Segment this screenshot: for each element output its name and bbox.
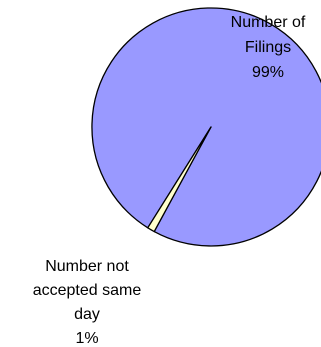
slice-label-not-accepted-line-3: day <box>74 306 100 323</box>
slice-label-not-accepted: Number not accepted same day 1% <box>33 258 142 347</box>
pie-slice-filings <box>91 7 321 247</box>
slice-label-not-accepted-percent: 1% <box>75 330 98 347</box>
slice-label-filings-line-1: Number of <box>231 14 306 31</box>
pie-slice-not-accepted <box>147 126 212 233</box>
slice-label-filings: Number of Filings 99% <box>231 14 306 81</box>
slice-label-not-accepted-line-1: Number not <box>45 258 129 275</box>
pie-slices <box>91 7 321 247</box>
slice-label-filings-line-2: Filings <box>245 39 291 56</box>
slice-label-not-accepted-line-2: accepted same <box>33 282 142 299</box>
slice-label-filings-percent: 99% <box>252 64 284 81</box>
